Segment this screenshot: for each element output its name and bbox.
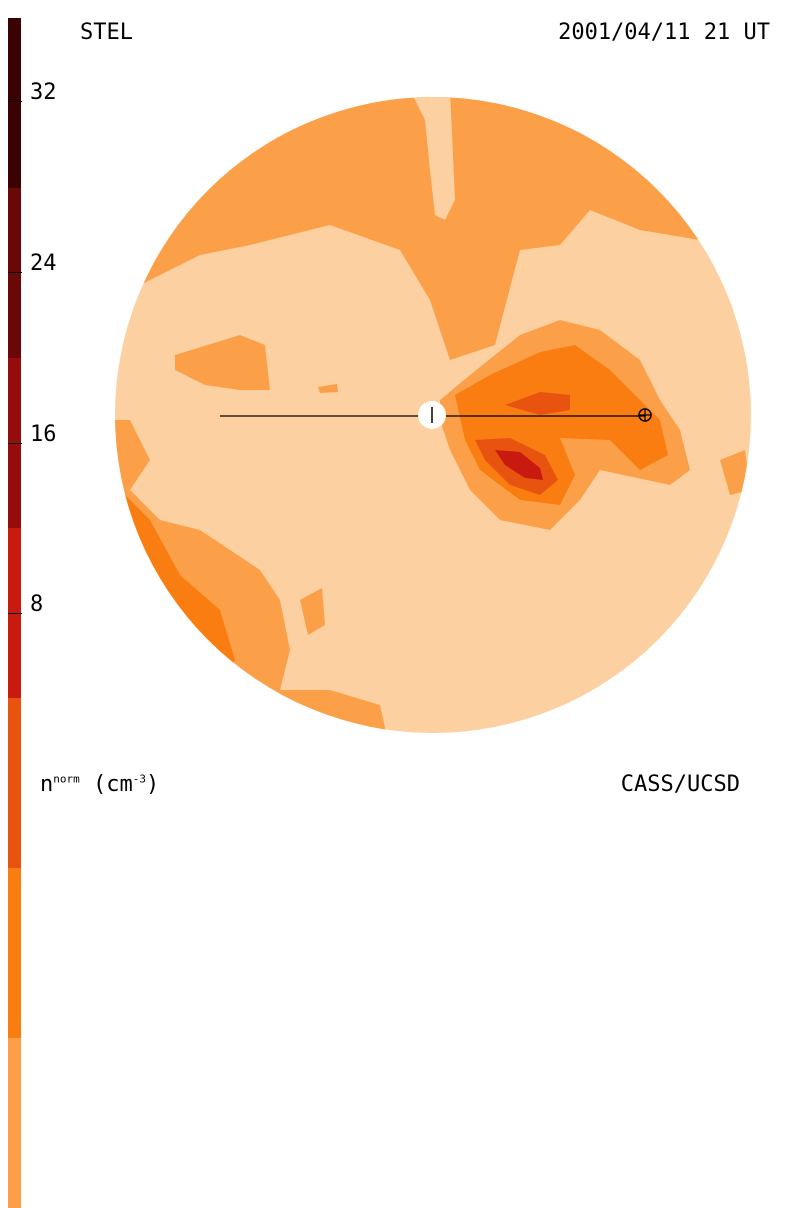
colorbar-tick — [8, 101, 22, 102]
unit-label: nnorm (cm-3) — [40, 772, 159, 797]
colorbar-tick-label: 8 — [30, 592, 44, 617]
unit-symbol: n — [40, 772, 54, 797]
region-left-patch — [175, 335, 270, 390]
colorbar-tick-label: 16 — [30, 422, 57, 447]
unit-superscript: norm — [53, 772, 80, 786]
region-top-tongue — [410, 97, 455, 220]
region-left-dot — [318, 384, 338, 393]
colorbar-tick — [8, 443, 22, 444]
region-cme-inner1 — [505, 392, 570, 415]
density-map — [115, 97, 751, 733]
colorbar-tick-label: 32 — [30, 80, 57, 105]
colorbar-tick — [8, 272, 22, 273]
credit-label: CASS/UCSD — [620, 772, 740, 797]
region-right-edge — [720, 450, 750, 495]
colorbar-segment — [8, 698, 21, 868]
colorbar-segment — [8, 868, 21, 1038]
colorbar-tick — [8, 613, 22, 614]
colorbar-segment — [8, 1038, 21, 1208]
colorbar-segment — [8, 18, 21, 188]
colorbar — [8, 18, 21, 1208]
unit-rest: (cm — [79, 772, 133, 797]
colorbar-segment — [8, 188, 21, 358]
region-lower-left-dark — [115, 470, 235, 680]
region-lower-blob — [300, 588, 325, 635]
region-cme-core — [495, 450, 543, 480]
datetime-label: 2001/04/11 21 UT — [558, 20, 770, 45]
colorbar-tick-label: 24 — [30, 251, 57, 276]
region-upper — [115, 97, 751, 360]
unit-exponent: -3 — [132, 772, 146, 786]
unit-close: ) — [145, 772, 160, 797]
instrument-label: STEL — [80, 20, 133, 45]
